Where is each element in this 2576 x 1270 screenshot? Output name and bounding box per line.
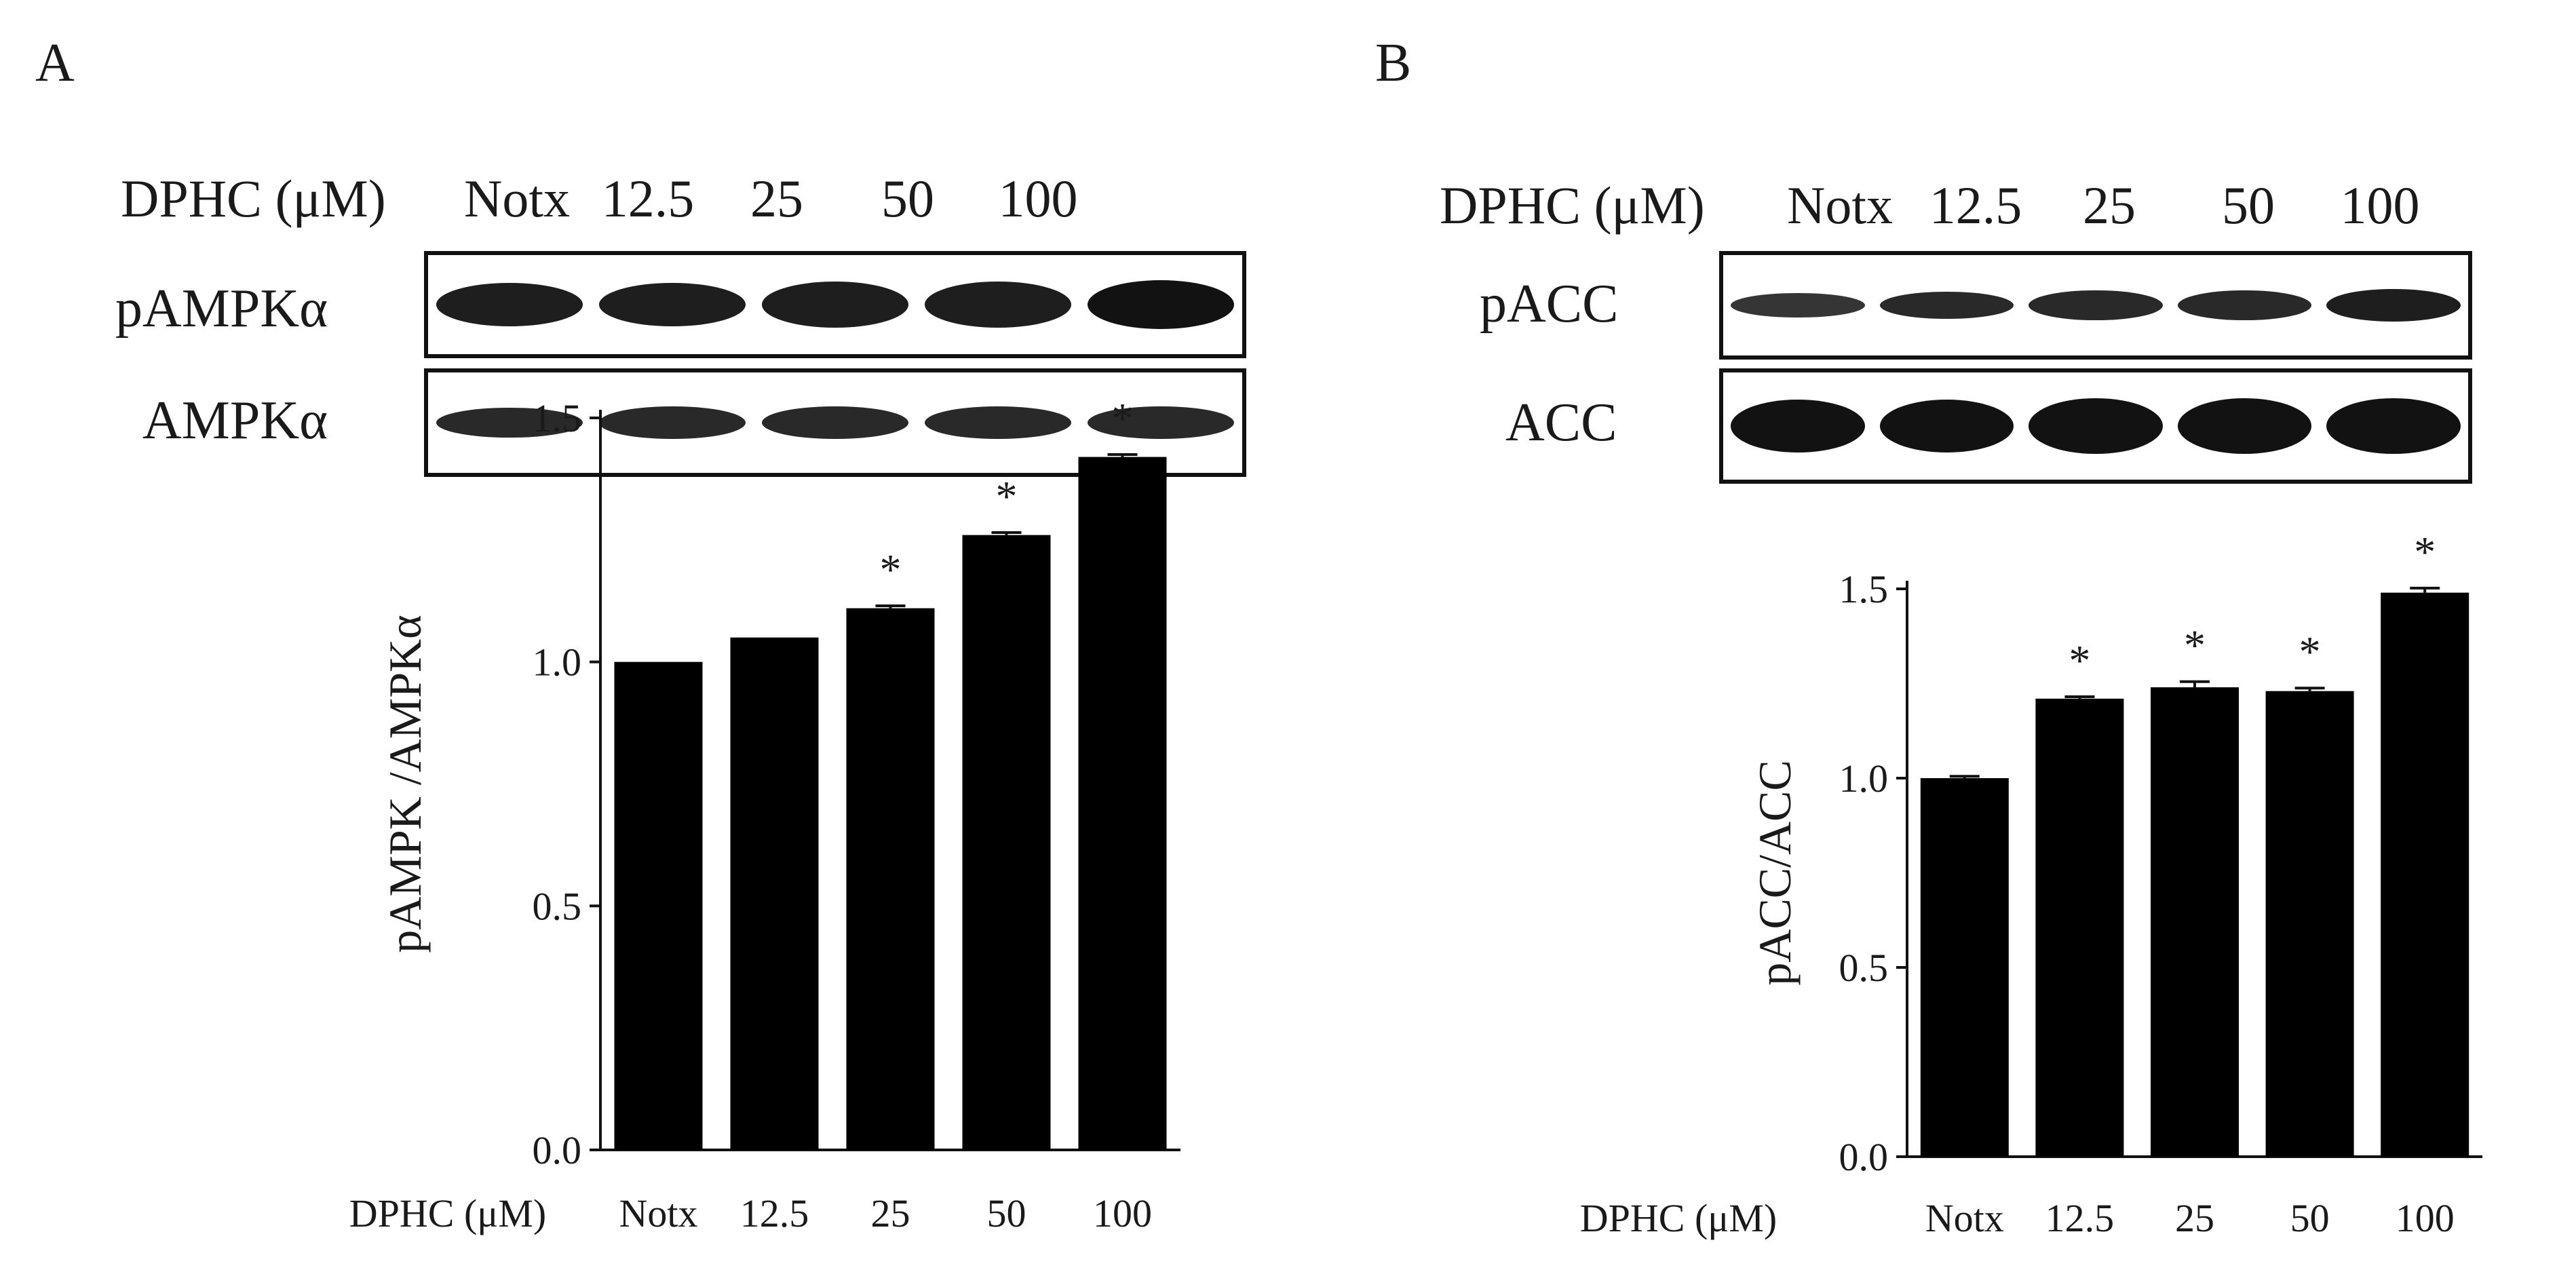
significance-marker: * [1112, 394, 1134, 442]
blot-band [762, 406, 908, 440]
blot-band [2326, 288, 2461, 322]
y-tick-label: 1.0 [533, 640, 582, 685]
blot-row-label: ACC [1505, 393, 1617, 453]
blot-lane-label: 25 [750, 169, 803, 228]
blot-band [436, 407, 583, 438]
bar [1078, 457, 1167, 1150]
y-axis-title: pAMPK /AMPKα [379, 615, 431, 953]
blot-strip [1719, 368, 2472, 484]
bar [2035, 698, 2124, 1157]
blot-lane-label: 50 [2222, 176, 2275, 235]
blot-treatment-label: DPHC (μM) [1440, 176, 1705, 235]
y-axis-title: pACC/ACC [1749, 760, 1801, 986]
x-tick-label: 50 [987, 1191, 1026, 1235]
bar [1920, 778, 2009, 1157]
x-tick-label: 100 [2396, 1196, 2455, 1240]
blot-band [762, 281, 908, 328]
x-tick-label: 100 [1093, 1191, 1152, 1235]
blot-lane-label: 100 [2340, 176, 2420, 235]
x-tick-label: 25 [871, 1191, 910, 1235]
bar [962, 535, 1051, 1150]
significance-marker: * [996, 472, 1018, 520]
significance-marker: * [2299, 628, 2321, 676]
y-tick-label: 0.0 [533, 1128, 582, 1172]
blot-band [2177, 398, 2312, 455]
blot-band [1730, 399, 1865, 453]
blot-band [1730, 292, 1865, 318]
blot-treatment-label: DPHC (μM) [121, 169, 386, 228]
bar-chart: 0.0 0.5 1.0 1.5 pACC/ACC DPHC (μM) Notx * 12.5 * 2… [1580, 528, 2482, 1240]
blot-band [1088, 406, 1234, 440]
panel-b: B DPHC (μM) Notx 12.5 25 50 100 pACC ACC… [1288, 0, 2576, 1270]
x-axis-title: DPHC (μM) [1580, 1196, 1777, 1240]
blot-strip [424, 251, 1246, 358]
blot-lane-label: 12.5 [601, 169, 695, 228]
x-tick-label: 50 [2290, 1196, 2330, 1240]
blot-strip [1719, 251, 2472, 360]
significance-marker: * [2069, 636, 2090, 685]
blot-lane-label: 25 [2083, 176, 2136, 235]
x-tick-label: 25 [2175, 1196, 2214, 1240]
bar [2151, 687, 2239, 1157]
blot-band [1879, 399, 2014, 453]
x-tick-label: 12.5 [2045, 1196, 2115, 1240]
y-tick-label: 0.0 [1839, 1135, 1889, 1179]
blot-band [436, 282, 583, 327]
blot-band [599, 406, 746, 440]
x-tick-label: Notx [619, 1191, 698, 1235]
x-axis-title: DPHC (μM) [349, 1191, 547, 1235]
blot-row-label: AMPKα [142, 391, 328, 450]
x-tick-label: Notx [1925, 1196, 2004, 1240]
blot-band [925, 406, 1071, 440]
significance-marker: * [2184, 621, 2206, 670]
blot-row-label: pACC [1480, 274, 1619, 334]
blot-band [2326, 398, 2461, 455]
x-tick-label: 12.5 [740, 1191, 809, 1235]
panel-letter: B [1375, 33, 1412, 93]
bar-chart: 0.0 0.5 1.0 1.5 pAMPK /AMPKα DPHC (μM) Notx 12.… [349, 394, 1180, 1235]
significance-marker: * [2414, 528, 2436, 576]
blot-band [1088, 280, 1234, 330]
blot-band [2029, 398, 2163, 455]
y-tick-label: 1.5 [533, 396, 582, 440]
bar [2265, 691, 2354, 1157]
blot-lane-label: 12.5 [1929, 176, 2022, 235]
blot-lane-label: Notx [464, 169, 570, 228]
panel-letter: A [35, 33, 75, 93]
y-tick-label: 0.5 [533, 884, 582, 928]
blot-band [599, 282, 746, 327]
bar [614, 661, 703, 1150]
blot-band [925, 281, 1071, 328]
bar [730, 637, 819, 1150]
blot-band [2177, 290, 2312, 321]
blot-lane-label: 100 [998, 169, 1078, 228]
blot-lane-label: Notx [1787, 176, 1893, 235]
blot-row-label: pAMPKα [115, 279, 328, 339]
y-tick-label: 1.0 [1839, 756, 1889, 801]
bar [2381, 592, 2469, 1157]
y-tick-label: 1.5 [1839, 567, 1889, 611]
blot-lane-label: 50 [881, 169, 934, 228]
blot-band [1879, 291, 2014, 320]
blot-band [2029, 290, 2163, 321]
bar [846, 608, 935, 1150]
y-tick-label: 0.5 [1839, 946, 1889, 990]
panel-a: A DPHC (μM) Notx 12.5 25 50 100 pAMPKα A… [35, 33, 1246, 1235]
significance-marker: * [880, 545, 902, 594]
